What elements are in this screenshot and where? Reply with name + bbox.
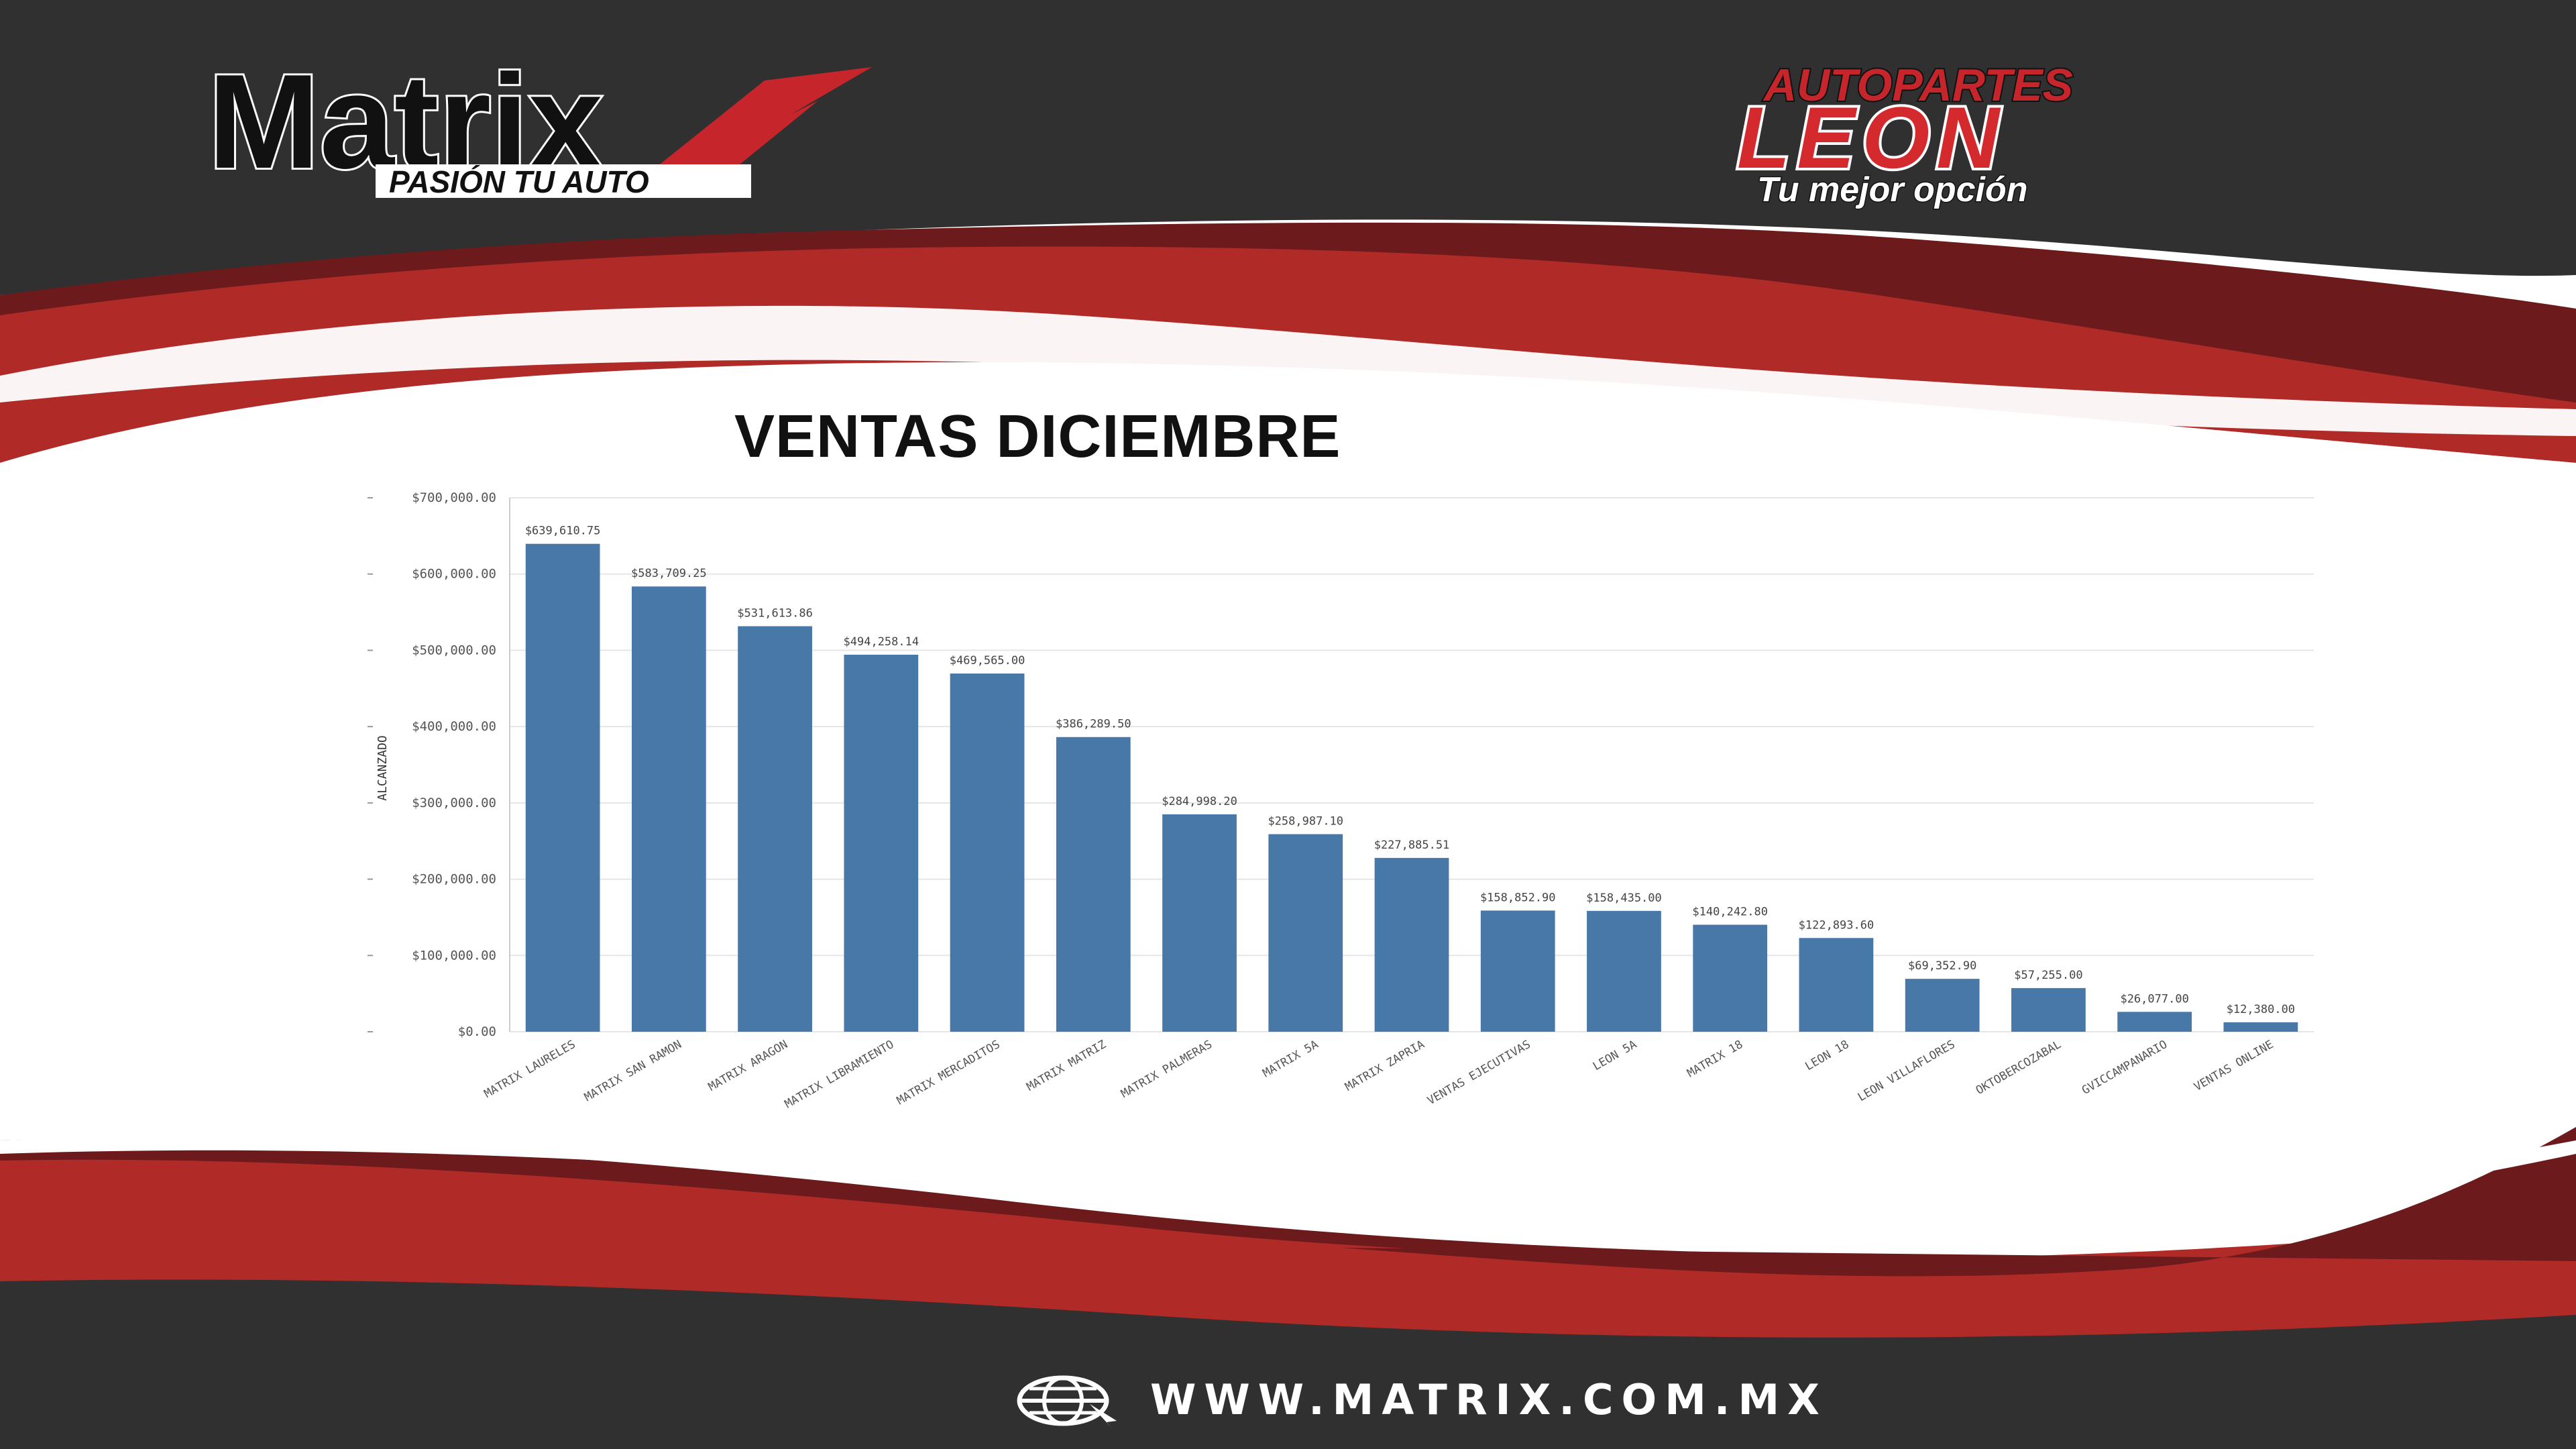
y-tick-label: $500,000.00 bbox=[412, 643, 496, 657]
bar bbox=[1799, 938, 1874, 1032]
bar bbox=[1480, 910, 1555, 1032]
bar-value-label: $583,709.25 bbox=[631, 567, 707, 580]
bar bbox=[525, 543, 600, 1032]
y-tick-label: $0.00 bbox=[458, 1024, 496, 1039]
bar-value-label: $469,565.00 bbox=[950, 654, 1025, 667]
globe-icon bbox=[1017, 1375, 1117, 1428]
bar bbox=[1587, 910, 1661, 1032]
x-tick-label: VENTAS ONLINE bbox=[2192, 1038, 2276, 1094]
leon-logo-top: AUTOPARTES bbox=[1762, 60, 2073, 111]
bar-value-label: $12,380.00 bbox=[2227, 1003, 2295, 1016]
matrix-logo-tagline: PASIÓN TU AUTO bbox=[389, 164, 649, 199]
y-axis: $0.00 $100,000.00 $200,000.00 $300,000.00 $4… bbox=[368, 490, 510, 1039]
y-tick-label: $100,000.00 bbox=[412, 948, 496, 963]
x-tick-label: MATRIX SAN RAMON bbox=[582, 1038, 684, 1104]
y-axis-label: ALCANZADO bbox=[376, 735, 390, 801]
bar-value-label: $494,258.14 bbox=[844, 635, 919, 649]
value-labels: $639,610.75 $583,709.25 $531,613.86 $494,25… bbox=[525, 525, 2295, 1016]
bar-value-label: $158,435.00 bbox=[1586, 892, 1662, 905]
bar-value-label: $122,893.60 bbox=[1799, 918, 1874, 932]
y-tick-label: $600,000.00 bbox=[412, 567, 496, 582]
bar bbox=[1268, 834, 1343, 1032]
bar-value-label: $158,852.90 bbox=[1480, 891, 1556, 904]
bar-value-label: $57,255.00 bbox=[2014, 969, 2082, 982]
x-tick-labels: MATRIX LAURELES MATRIX SAN RAMON MATRIX AR… bbox=[482, 1038, 2276, 1111]
chart-title: VENTAS DICIEMBRE bbox=[734, 403, 1341, 470]
leon-logo-tagline: Tu mejor opción bbox=[1757, 170, 2028, 209]
x-tick-label: MATRIX MATRIZ bbox=[1025, 1038, 1109, 1094]
bar-value-label: $69,352.90 bbox=[1908, 959, 1976, 973]
bar bbox=[1693, 924, 1768, 1032]
bar bbox=[2011, 987, 2086, 1032]
x-tick-label: MATRIX ARAGON bbox=[706, 1038, 790, 1094]
x-tick-label: MATRIX 18 bbox=[1685, 1038, 1745, 1080]
bar bbox=[1056, 737, 1131, 1032]
bar bbox=[950, 674, 1025, 1032]
bar bbox=[631, 586, 706, 1032]
y-tick-label: $300,000.00 bbox=[412, 796, 496, 810]
x-tick-label: LEON 18 bbox=[1803, 1038, 1851, 1073]
leon-logo: AUTOPARTES LEON Tu mejor opción bbox=[1734, 60, 2074, 211]
bar bbox=[1905, 979, 1980, 1032]
bar bbox=[2117, 1012, 2192, 1032]
bar-value-label: $531,613.86 bbox=[737, 606, 813, 620]
y-tick-label: $200,000.00 bbox=[412, 872, 496, 887]
bar-value-label: $639,610.75 bbox=[525, 525, 601, 538]
footer-website-url[interactable]: WWW.MATRIX.COM.MX bbox=[1150, 1375, 1828, 1424]
bars bbox=[525, 543, 2298, 1032]
bar-value-label: $227,885.51 bbox=[1374, 839, 1450, 852]
y-tick-label: $400,000.00 bbox=[412, 719, 496, 734]
bar-value-label: $284,998.20 bbox=[1162, 795, 1237, 808]
bar-value-label: $26,077.00 bbox=[2120, 992, 2188, 1006]
matrix-logo: Matrix PASIÓN TU AUTO bbox=[206, 54, 872, 199]
y-tick-label: $700,000.00 bbox=[412, 490, 496, 505]
bar bbox=[2223, 1022, 2298, 1032]
bar bbox=[844, 654, 919, 1032]
bar-value-label: $258,987.10 bbox=[1268, 814, 1343, 828]
bar bbox=[1374, 857, 1449, 1032]
x-tick-label: MATRIX LIBRAMIENTO bbox=[783, 1038, 897, 1111]
x-tick-label: VENTAS EJECUTIVAS bbox=[1425, 1038, 1533, 1108]
x-tick-label: MATRIX ZAPRIA bbox=[1343, 1038, 1426, 1094]
bar-value-label: $140,242.80 bbox=[1692, 906, 1768, 919]
x-tick-label: MATRIX PALMERAS bbox=[1119, 1038, 1215, 1101]
x-tick-label: MATRIX LAURELES bbox=[482, 1038, 578, 1101]
x-tick-label: GVICCAMPANARIO bbox=[2080, 1038, 2170, 1097]
bar bbox=[1162, 814, 1237, 1032]
leon-logo-name: LEON bbox=[1737, 89, 2006, 186]
bar bbox=[738, 626, 812, 1032]
bar-value-label: $386,289.50 bbox=[1056, 718, 1131, 731]
x-tick-label: LEON 5A bbox=[1591, 1038, 1639, 1073]
x-tick-label: MATRIX MERCADITOS bbox=[895, 1038, 1003, 1108]
x-tick-label: MATRIX 5A bbox=[1260, 1038, 1321, 1080]
x-tick-label: OKTOBERCOZABAL bbox=[1974, 1038, 2064, 1097]
x-tick-label: LEON VILLAFLORES bbox=[1856, 1038, 1958, 1104]
